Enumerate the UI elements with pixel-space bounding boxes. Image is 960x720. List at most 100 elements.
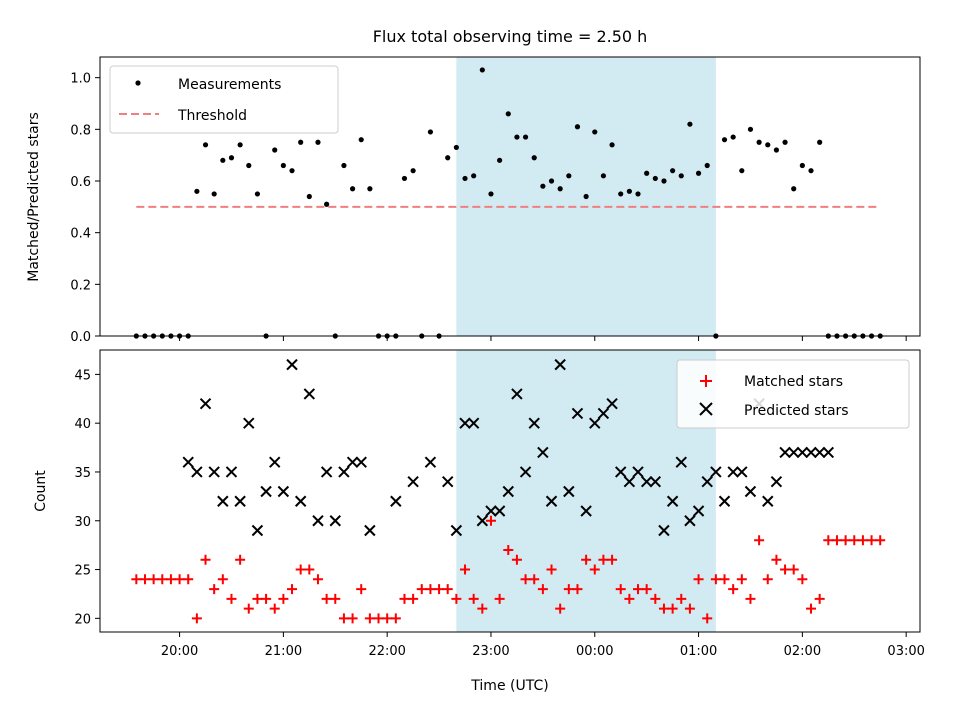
measurement-point (488, 191, 494, 197)
predicted-star-point (615, 466, 627, 478)
predicted-star-point (234, 495, 246, 507)
top-axes-frame (99, 56, 921, 337)
matched-star-point (287, 584, 298, 595)
predicted-star-point (563, 485, 575, 498)
matched-star-point (312, 574, 323, 585)
measurement-point (574, 124, 581, 130)
measurement-point (462, 175, 468, 182)
matched-star-point (831, 535, 842, 546)
top-legend-box (109, 65, 339, 134)
matched-star-point (148, 574, 159, 585)
matched-star-point (174, 574, 185, 585)
predicted-star-point (217, 495, 229, 507)
measurement-point (557, 186, 563, 192)
predicted-star-point (796, 446, 809, 459)
predicted-star-point (485, 505, 497, 517)
top-legend: Measurements Threshold (109, 65, 339, 134)
predicted-star-point (744, 485, 757, 498)
matched-star-point (338, 613, 349, 624)
measurement-point (756, 139, 762, 145)
matched-star-point (529, 574, 540, 585)
predicted-star-point (813, 446, 826, 459)
matched-star-point (295, 564, 306, 575)
matched-star-point (321, 593, 332, 604)
predicted-star-point (303, 388, 316, 400)
predicted-star-point (554, 358, 566, 371)
matched-star-point (814, 593, 825, 604)
matched-star-point (771, 554, 782, 565)
matched-star-point (563, 584, 574, 595)
matched-star-point (745, 593, 756, 604)
predicted-star-point (580, 505, 592, 517)
matched-star-point (191, 613, 202, 624)
matched-star-point (139, 574, 150, 585)
predicted-star-point (658, 524, 670, 537)
bottom-y-tick-label: 20 (74, 612, 91, 627)
legend-predicted-label: Predicted stars (744, 403, 849, 419)
x-tick-label: 02:00 (784, 644, 821, 659)
predicted-star-point (286, 358, 298, 371)
predicted-star-point (450, 524, 463, 537)
matched-star-point (511, 554, 522, 565)
top-y-tick-label: 0.6 (70, 175, 91, 190)
predicted-star-point (493, 505, 506, 517)
matched-star-point (520, 574, 531, 585)
measurement-point (618, 191, 624, 197)
matched-star-point (165, 574, 176, 585)
matched-star-point (710, 574, 721, 585)
matched-star-point (754, 535, 765, 546)
matched-star-point (200, 554, 211, 565)
matched-star-point (806, 603, 817, 614)
predicted-star-point (692, 505, 705, 517)
matched-star-point (684, 603, 695, 614)
matched-star-point (658, 603, 669, 614)
top-y-axis-label: Matched/Predicted stars (26, 112, 42, 282)
measurement-point (791, 186, 797, 192)
predicted-star-point (225, 466, 238, 478)
measurement-point (782, 139, 788, 145)
matched-star-points (131, 515, 886, 624)
predicted-star-point (589, 417, 601, 429)
measurement-point (453, 144, 459, 151)
measurement-point (479, 67, 485, 73)
x-tick-label: 21:00 (265, 644, 302, 659)
bottom-axes-frame (99, 349, 921, 633)
matched-star-point (304, 564, 315, 575)
measurement-point (773, 147, 780, 153)
predicted-star-point (511, 388, 523, 400)
predicted-star-point (269, 456, 281, 468)
measurement-point (289, 168, 295, 174)
measurement-point (687, 121, 693, 127)
measurement-point (635, 191, 641, 197)
measurement-point (799, 162, 805, 169)
bottom-x-ticks: 20:00 21:00 22:00 23:00 00:00 01:00 02:00 03:00 (161, 632, 925, 659)
matched-star-point (728, 584, 739, 595)
measurement-point (695, 170, 702, 176)
x-axis-label: Time (UTC) (470, 678, 548, 694)
measurement-point (747, 126, 754, 132)
matched-star-point (434, 584, 445, 595)
measurement-point (306, 193, 312, 200)
matched-star-point (537, 584, 548, 595)
measurement-point (522, 134, 529, 140)
matched-star-point (408, 593, 419, 604)
predicted-star-point (805, 446, 817, 459)
predicted-star-point (537, 446, 549, 459)
legend-measurements-marker (135, 80, 141, 86)
legend-matched-marker (700, 375, 712, 387)
matched-star-point (373, 613, 384, 624)
measurement-point (652, 175, 658, 182)
measurement-point (298, 139, 304, 145)
predicted-star-point (710, 466, 722, 478)
matched-star-point (823, 535, 834, 546)
matched-star-point (382, 613, 393, 624)
top-y-tick-label: 0.0 (70, 330, 91, 345)
predicted-star-point (312, 515, 324, 527)
predicted-star-point (597, 407, 610, 420)
matched-star-point (235, 554, 246, 565)
measurement-point (272, 147, 278, 153)
predicted-star-point (199, 397, 212, 410)
predicted-star-point (779, 446, 791, 459)
measurement-point (280, 162, 286, 169)
matched-star-point (416, 584, 427, 595)
